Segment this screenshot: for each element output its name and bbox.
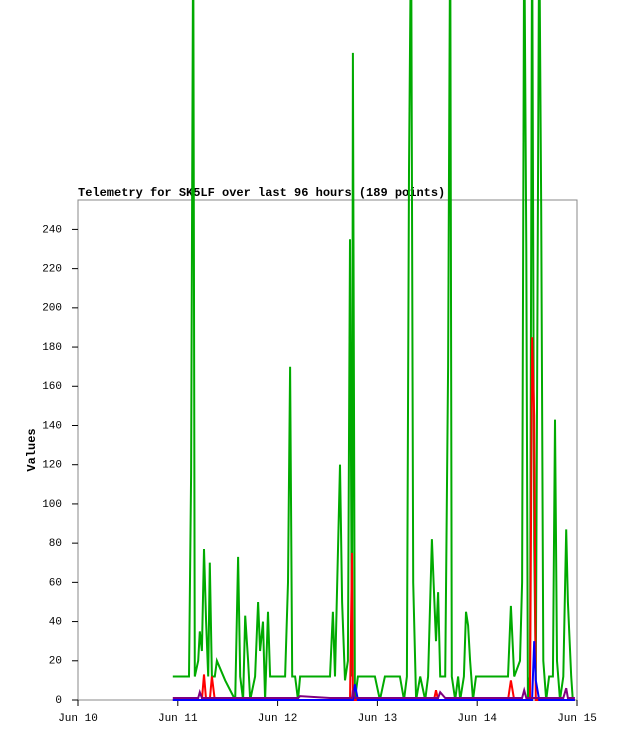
series-line [172,641,575,701]
y-tick-label: 40 [49,616,62,628]
y-tick-label: 160 [42,381,62,393]
x-tick-label: Jun 13 [358,713,398,725]
x-tick-label: Jun 12 [258,713,298,725]
x-tick-label: Jun 15 [557,713,597,725]
y-tick-label: 80 [49,538,62,550]
y-tick-label: 200 [42,303,62,315]
y-tick-label: 240 [42,224,62,236]
chart-title: Telemetry for SK5LF over last 96 hours (… [78,186,445,200]
x-tick-label: Jun 14 [457,713,497,725]
y-tick-label: 180 [42,342,62,354]
y-tick-label: 60 [49,577,62,589]
series-line [172,0,575,701]
series-line [172,337,575,701]
y-tick-label: 0 [55,695,62,707]
y-tick-label: 220 [42,264,62,276]
x-tick-label: Jun 10 [58,713,98,725]
plot-frame [77,199,578,701]
series-line [172,686,575,699]
y-tick-label: 20 [49,656,62,668]
y-tick-label: 140 [42,420,62,432]
y-tick-label: 100 [42,499,62,511]
y-axis-label: Values [25,428,39,471]
x-tick-label: Jun 11 [158,713,198,725]
y-tick-label: 120 [42,460,62,472]
